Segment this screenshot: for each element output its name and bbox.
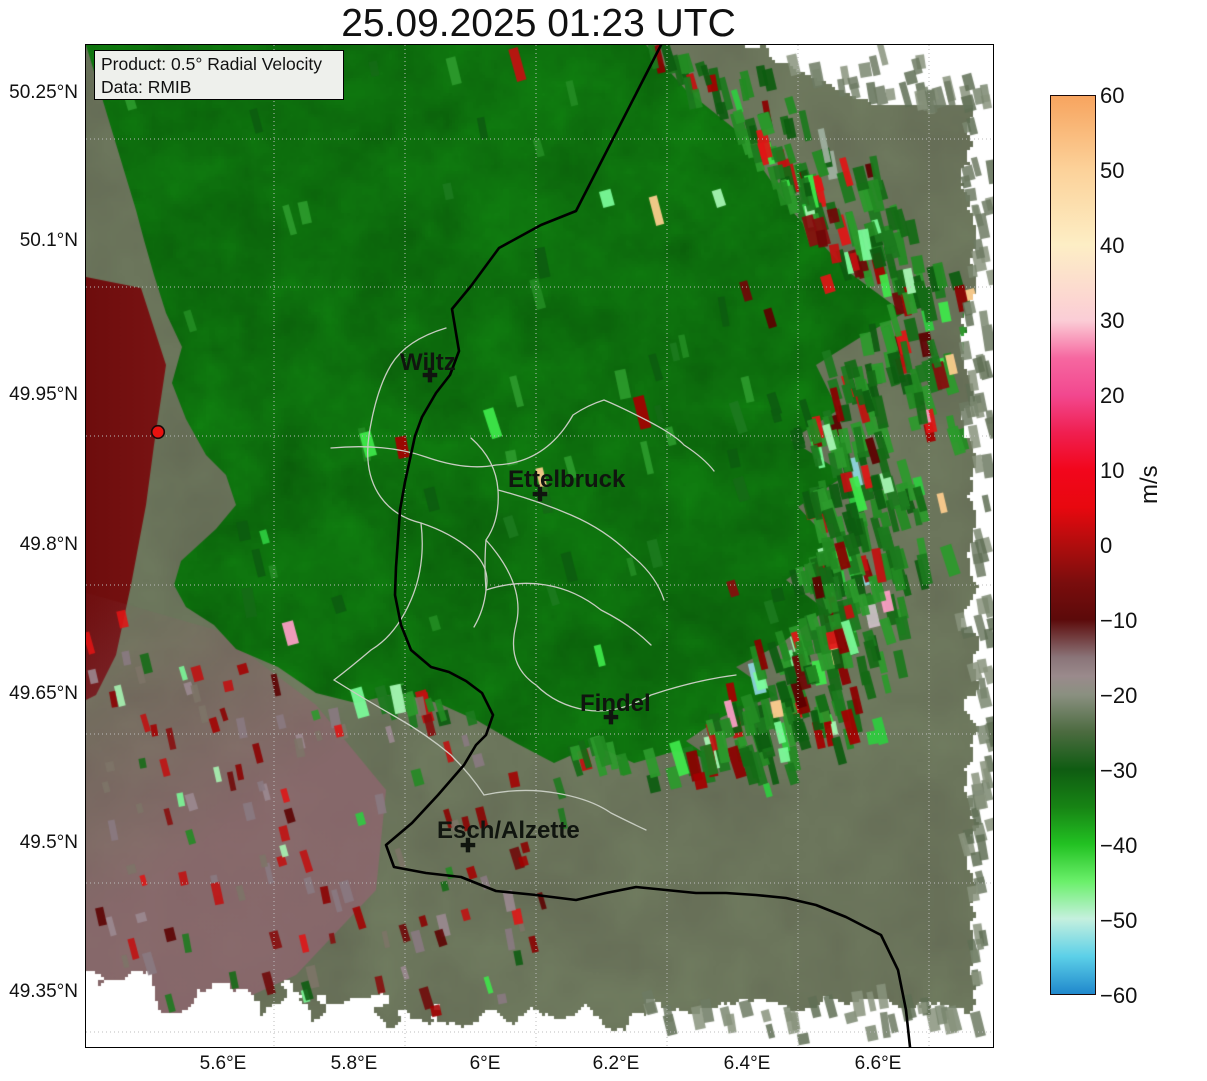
svg-text:✚: ✚ [532,485,548,506]
svg-text:Ettelbruck: Ettelbruck [508,466,626,493]
svg-text:✚: ✚ [460,836,476,857]
svg-text:✚: ✚ [422,366,438,387]
svg-text:Esch/Alzette: Esch/Alzette [437,817,580,844]
svg-text:✚: ✚ [603,708,619,729]
